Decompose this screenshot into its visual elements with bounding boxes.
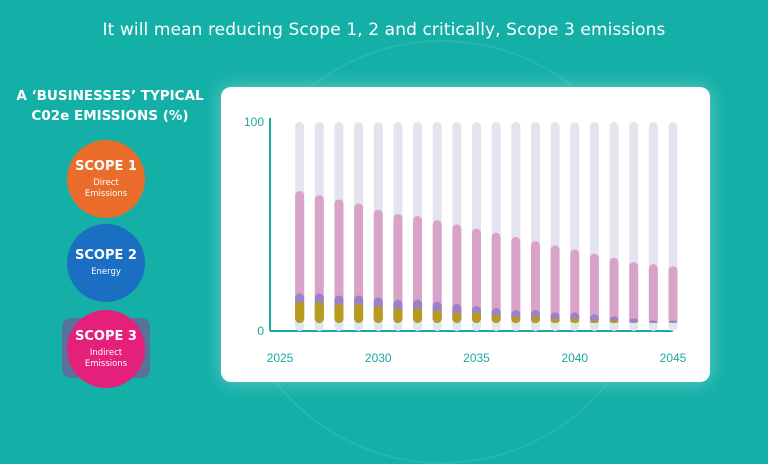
bar-scope1	[570, 318, 579, 323]
bar-scope1	[413, 308, 422, 323]
scope1-subtitle-line1: Direct	[76, 178, 136, 189]
bar-scope1	[590, 321, 599, 323]
chart-panel: 0 100 2025 2030 2035 2040 2045	[221, 87, 710, 382]
emissions-bar-chart: 0 100 2025 2030 2035 2040 2045	[221, 87, 710, 382]
bar-scope1	[433, 310, 442, 323]
scope2-subtitle: Energy	[76, 267, 136, 278]
bar-scope2	[629, 318, 638, 323]
bar-scope1	[354, 304, 363, 323]
bar-scope1	[531, 316, 540, 323]
scope2-subtitle-line1: Energy	[76, 267, 136, 278]
scope2-title: SCOPE 2	[75, 248, 137, 264]
y-tick-label: 0	[257, 324, 264, 338]
emissions-title-line2: C02e EMISSIONS (%)	[14, 106, 206, 126]
bar-scope1	[551, 318, 560, 323]
scope1-subtitle-line2: Emissions	[76, 189, 136, 200]
bar-scope3	[511, 237, 520, 323]
bar-scope1	[492, 314, 501, 323]
scope1-title: SCOPE 1	[75, 159, 137, 175]
emissions-title-line1: A ‘BUSINESSES’ TYPICAL	[14, 86, 206, 106]
scope3-title: SCOPE 3	[75, 329, 137, 345]
x-tick-label: 2045	[660, 351, 687, 365]
scope1-subtitle: Direct Emissions	[76, 178, 136, 200]
bar-scope3	[551, 245, 560, 323]
bar-scope1	[334, 304, 343, 323]
headline: It will mean reducing Scope 1, 2 and cri…	[0, 20, 768, 40]
scope1-circle: SCOPE 1 Direct Emissions	[67, 140, 145, 218]
x-tick-label: 2025	[267, 351, 294, 365]
bar-scope1	[511, 316, 520, 323]
bar-scope3	[649, 264, 658, 323]
bar-scope3	[610, 258, 619, 323]
bar-scope1	[393, 308, 402, 323]
bar-scope3	[570, 249, 579, 323]
bar-scope3	[669, 266, 678, 323]
bar-scope2	[669, 321, 678, 323]
bar-scope1	[374, 306, 383, 323]
bar-scope1	[315, 302, 324, 323]
bar-scope2	[649, 321, 658, 323]
scope2-circle: SCOPE 2 Energy	[67, 224, 145, 302]
bar-scope3	[590, 254, 599, 323]
scope3-circle: SCOPE 3 Indirect Emissions	[67, 310, 145, 388]
bar-scope1	[610, 321, 619, 323]
bar-scope3	[629, 262, 638, 323]
bar-scope1	[452, 312, 461, 323]
scope3-subtitle: Indirect Emissions	[76, 348, 136, 370]
bar-scope1	[295, 302, 304, 323]
y-tick-label: 100	[244, 115, 264, 129]
emissions-title: A ‘BUSINESSES’ TYPICAL C02e EMISSIONS (%…	[14, 86, 206, 126]
scope3-subtitle-line1: Indirect	[76, 348, 136, 359]
x-tick-label: 2030	[365, 351, 392, 365]
bar-scope1	[472, 312, 481, 323]
x-tick-label: 2040	[561, 351, 588, 365]
x-tick-label: 2035	[463, 351, 490, 365]
scope3-subtitle-line2: Emissions	[76, 359, 136, 370]
